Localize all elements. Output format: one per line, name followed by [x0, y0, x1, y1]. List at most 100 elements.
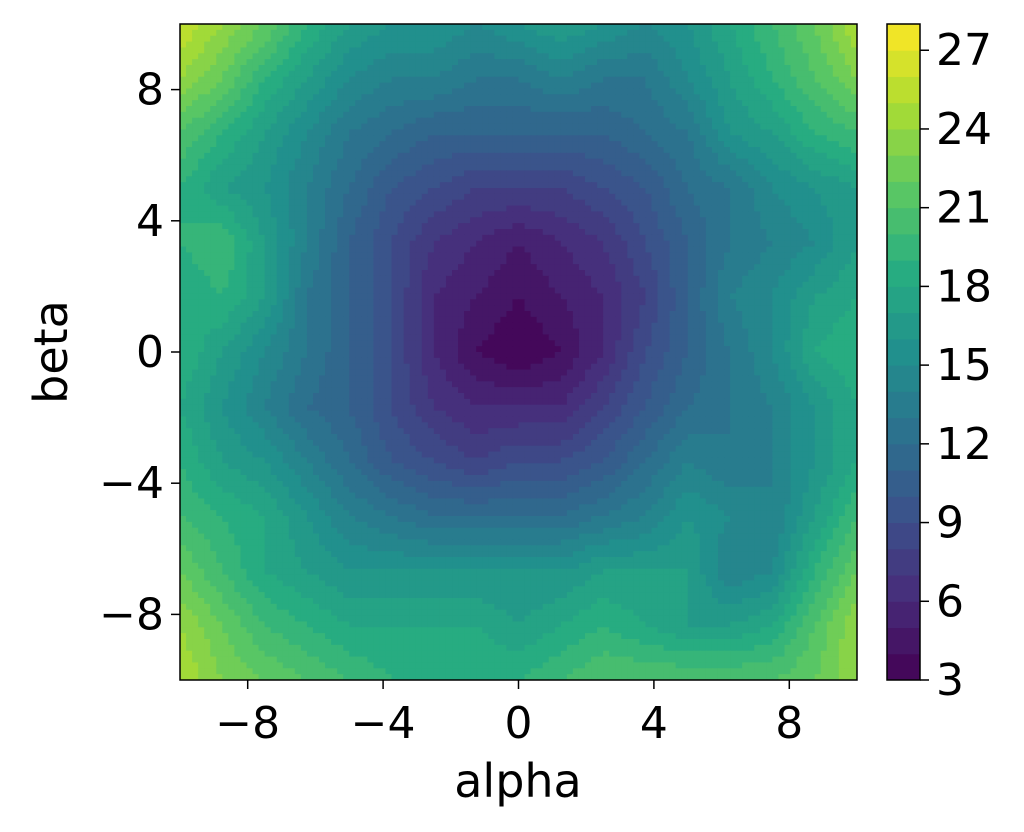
contour-cell: [403, 217, 411, 224]
contour-cell: [458, 59, 465, 66]
contour-cell: [578, 82, 586, 90]
contour-cell: [796, 100, 804, 107]
contour-cell: [331, 88, 338, 95]
contour-cell: [337, 229, 344, 236]
contour-cell: [766, 211, 773, 218]
contour-cell: [736, 141, 743, 148]
contour-cell: [820, 164, 828, 172]
contour-cell: [337, 199, 344, 207]
contour-cell: [228, 182, 235, 189]
contour-cell: [180, 240, 187, 248]
contour-cell: [361, 147, 368, 154]
contour-cell: [766, 106, 773, 113]
contour-cell: [566, 53, 574, 60]
contour-cell: [826, 270, 834, 277]
contour-cell: [343, 199, 350, 207]
contour-cell: [675, 123, 683, 131]
contour-cell: [675, 94, 683, 101]
contour-cell: [282, 135, 290, 142]
contour-cell: [784, 264, 792, 271]
contour-cell: [724, 199, 731, 207]
contour-cell: [524, 82, 532, 90]
contour-cell: [252, 240, 260, 248]
contour-cell: [717, 53, 725, 60]
contour-cell: [542, 123, 550, 131]
contour-cell: [379, 176, 387, 183]
contour-cell: [850, 217, 857, 224]
contour-cell: [186, 199, 193, 207]
contour-cell: [319, 35, 326, 43]
contour-cell: [536, 29, 544, 37]
contour-cell: [415, 117, 423, 125]
contour-cell: [240, 24, 248, 31]
contour-cell: [222, 223, 229, 230]
contour-cell: [464, 246, 471, 254]
contour-cell: [246, 35, 254, 43]
contour-cell: [578, 47, 586, 54]
contour-cell: [494, 94, 501, 101]
contour-cell: [802, 223, 810, 230]
contour-cell: [615, 70, 622, 78]
contour-cell: [300, 35, 308, 43]
contour-cell: [651, 111, 659, 119]
contour-cell: [772, 252, 780, 259]
contour-cell: [711, 111, 719, 119]
contour-cell: [566, 193, 574, 201]
contour-cell: [748, 141, 755, 148]
contour-cell: [603, 59, 610, 66]
contour-cell: [458, 217, 465, 224]
contour-cell: [766, 47, 773, 54]
contour-cell: [409, 41, 417, 49]
contour-cell: [633, 223, 640, 230]
contour-cell: [452, 152, 459, 160]
contour-cell: [826, 170, 834, 177]
contour-cell: [554, 229, 562, 236]
contour-cell: [500, 47, 508, 54]
contour-cell: [500, 199, 508, 207]
contour-cell: [276, 176, 284, 183]
contour-cell: [427, 281, 435, 289]
contour-cell: [373, 188, 381, 195]
contour-cell: [379, 252, 387, 259]
contour-cell: [288, 182, 296, 189]
contour-cell: [627, 129, 634, 136]
contour-cell: [458, 246, 465, 254]
contour-cell: [234, 141, 242, 148]
contour-cell: [240, 264, 248, 271]
contour-cell: [210, 24, 217, 31]
contour-cell: [186, 135, 193, 142]
contour-cell: [554, 264, 562, 271]
contour-cell: [494, 24, 501, 31]
contour-cell: [198, 205, 205, 213]
contour-cell: [766, 76, 773, 84]
contour-cell: [367, 229, 375, 236]
contour-cell: [639, 123, 647, 131]
contour-cell: [772, 106, 780, 113]
contour-cell: [270, 275, 278, 283]
contour-cell: [488, 65, 495, 72]
contour-cell: [760, 170, 767, 177]
contour-cell: [687, 170, 695, 177]
contour-cell: [337, 205, 344, 213]
contour-cell: [427, 199, 435, 207]
contour-cell: [367, 59, 375, 66]
contour-cell: [433, 111, 441, 119]
contour-cell: [373, 164, 381, 172]
contour-cell: [826, 135, 834, 142]
contour-cell: [216, 100, 223, 107]
contour-cell: [210, 199, 217, 207]
contour-cell: [331, 106, 338, 113]
contour-cell: [506, 188, 514, 195]
contour-cell: [300, 53, 308, 60]
contour-cell: [282, 188, 290, 195]
contour-cell: [397, 117, 405, 125]
contour-cell: [560, 123, 568, 131]
contour-cell: [445, 182, 453, 189]
contour-cell: [367, 47, 375, 54]
contour-cell: [639, 141, 647, 148]
contour-cell: [433, 246, 441, 254]
contour-cell: [464, 129, 471, 136]
contour-cell: [403, 24, 411, 31]
contour-cell: [609, 47, 616, 54]
contour-cell: [772, 188, 780, 195]
